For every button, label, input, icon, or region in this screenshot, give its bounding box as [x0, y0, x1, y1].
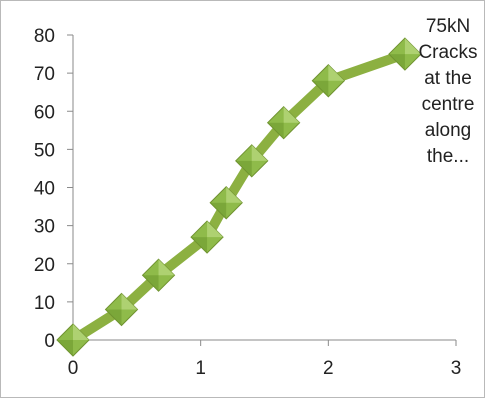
x-tick-label: 0	[68, 358, 79, 379]
annotation-line: 75kN	[426, 16, 470, 37]
y-tick-label: 80	[34, 26, 55, 47]
annotation-line: along	[425, 120, 472, 141]
y-tick-label: 0	[44, 331, 55, 352]
x-tick-label: 1	[195, 358, 206, 379]
annotation: 75kN Cracks at the centre along the...	[418, 16, 477, 167]
y-tick-label: 20	[34, 255, 55, 276]
x-tick-labels: 0 1 2 3	[68, 358, 462, 379]
y-tick-label: 60	[34, 102, 55, 123]
x-tick-label: 2	[323, 358, 334, 379]
y-tick-label: 10	[34, 293, 55, 314]
y-tick-label: 50	[34, 140, 55, 161]
annotation-line: centre	[422, 94, 475, 115]
annotation-line: at the	[424, 68, 472, 89]
y-tick-label: 30	[34, 217, 55, 238]
x-tick-label: 3	[451, 358, 462, 379]
annotation-line: Cracks	[418, 42, 477, 63]
y-tick-labels: 0 10 20 30 40 50 60 70 80	[34, 26, 55, 352]
annotation-line: the...	[427, 146, 469, 167]
data-point-marker	[389, 38, 421, 70]
markers	[57, 38, 421, 356]
y-tick-label: 40	[34, 179, 55, 200]
y-tick-label: 70	[34, 64, 55, 85]
